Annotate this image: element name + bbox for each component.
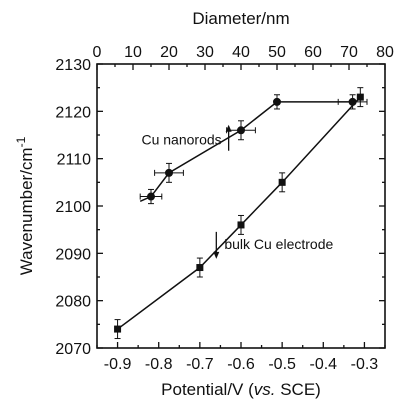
y-tick-label: 2110 [57,152,92,169]
series-1-point [165,168,173,177]
top-tick-label: 60 [304,44,322,61]
annotation-bulk-cu-electrode: bulk Cu electrode [224,236,333,252]
top-tick-label: 0 [93,44,102,61]
top-tick-label: 80 [376,44,394,61]
y-tick-label: 2120 [55,104,91,121]
series-2-point [114,325,122,333]
top-tick-label: 20 [160,44,178,61]
series-1-point [237,126,245,135]
x-tick-label: -0.3 [351,356,379,373]
x-tick-label: -0.9 [104,356,132,373]
top-axis-title: Diameter/nm [192,9,289,28]
series-2-point [196,264,204,272]
y-tick-label: 2130 [55,57,91,74]
series-1-line [139,101,353,202]
x-tick-label: -0.8 [145,356,173,373]
series-2-point [356,93,364,101]
series-layer [114,87,368,340]
y-tick-label: 2090 [55,246,91,263]
y-axis-title: Wavenumber/cm-1 [14,136,36,275]
top-tick-label: 30 [196,44,214,61]
arrow-up-icon-head [225,124,232,132]
x-axis-title: Potential/V (vs. SCE) [161,380,321,399]
top-tick-label: 40 [232,44,250,61]
series-1-point [273,97,281,106]
top-tick-label: 70 [340,44,358,61]
x-tick-label: -0.7 [186,356,214,373]
annotation-cu-nanorods: Cu nanorods [141,132,221,148]
arrow-down-icon-head [213,251,220,259]
y-tick-label: 2080 [55,294,91,311]
annotation-layer: Cu nanorods bulk Cu electrode [141,124,333,259]
x-tick-label: -0.6 [227,356,255,373]
axes-layer: -0.9 -0.8 -0.7 -0.6 -0.5 -0.4 -0.3 0 10 20 30 40 50 6… [55,44,394,373]
y-tick-label: 2100 [55,199,91,216]
plot-frame [96,63,386,349]
series-2-point [278,178,286,186]
y-tick-label: 2070 [55,341,91,358]
x-tick-label: -0.5 [268,356,296,373]
top-tick-label: 10 [124,44,142,61]
series-2-point [237,221,245,229]
x-tick-label: -0.4 [309,356,337,373]
series-1-point [147,192,155,201]
top-tick-label: 50 [268,44,286,61]
